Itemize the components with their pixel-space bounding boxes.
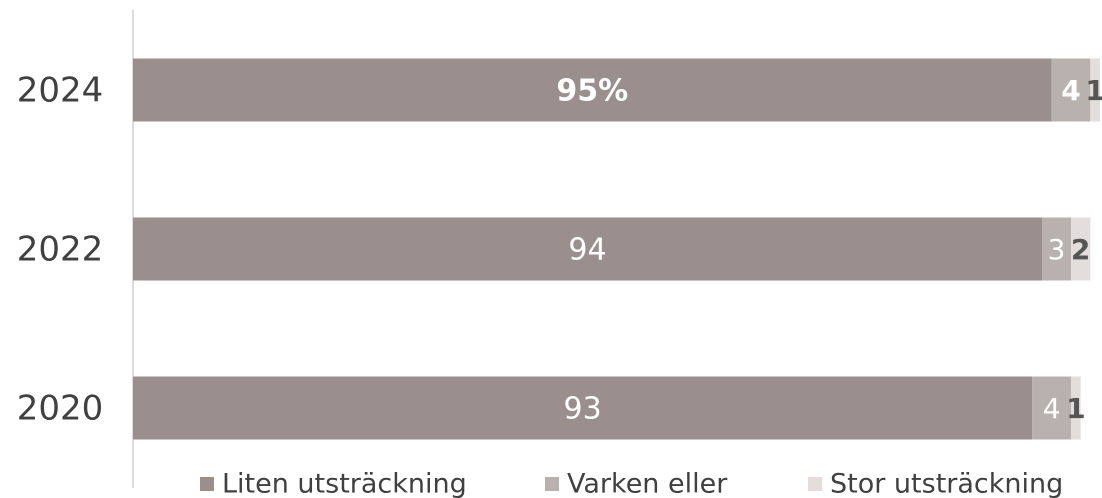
data-label: 94 [568,233,606,268]
y-tick-label: 2022 [17,230,104,270]
bar-segment [1070,376,1081,440]
bar-segment [1070,217,1091,281]
bar-segment [1041,217,1071,281]
bar-segment [133,376,1033,440]
data-label: 4 [1061,74,1080,107]
legend-swatch [545,477,559,491]
legend-label: Liten utsträckning [222,469,467,498]
data-label: 1 [1085,74,1102,107]
data-label: 95% [556,74,628,109]
legend-label: Stor utsträckning [830,469,1063,498]
y-tick-label: 2024 [17,71,104,111]
bar-segment [133,217,1042,281]
legend-swatch [808,477,822,491]
y-tick-label: 2020 [17,389,104,429]
data-label: 3 [1048,233,1066,266]
bar-segment [133,58,1052,122]
legend-swatch [200,477,214,491]
data-label: 93 [564,392,602,427]
data-label: 4 [1043,392,1061,425]
data-label: 2 [1071,233,1090,266]
data-label: 1 [1066,392,1085,425]
bar-segment [1051,58,1091,122]
bar-segment [1090,58,1100,122]
legend-label: Varken eller [567,469,728,498]
bar-segment [1032,376,1071,440]
